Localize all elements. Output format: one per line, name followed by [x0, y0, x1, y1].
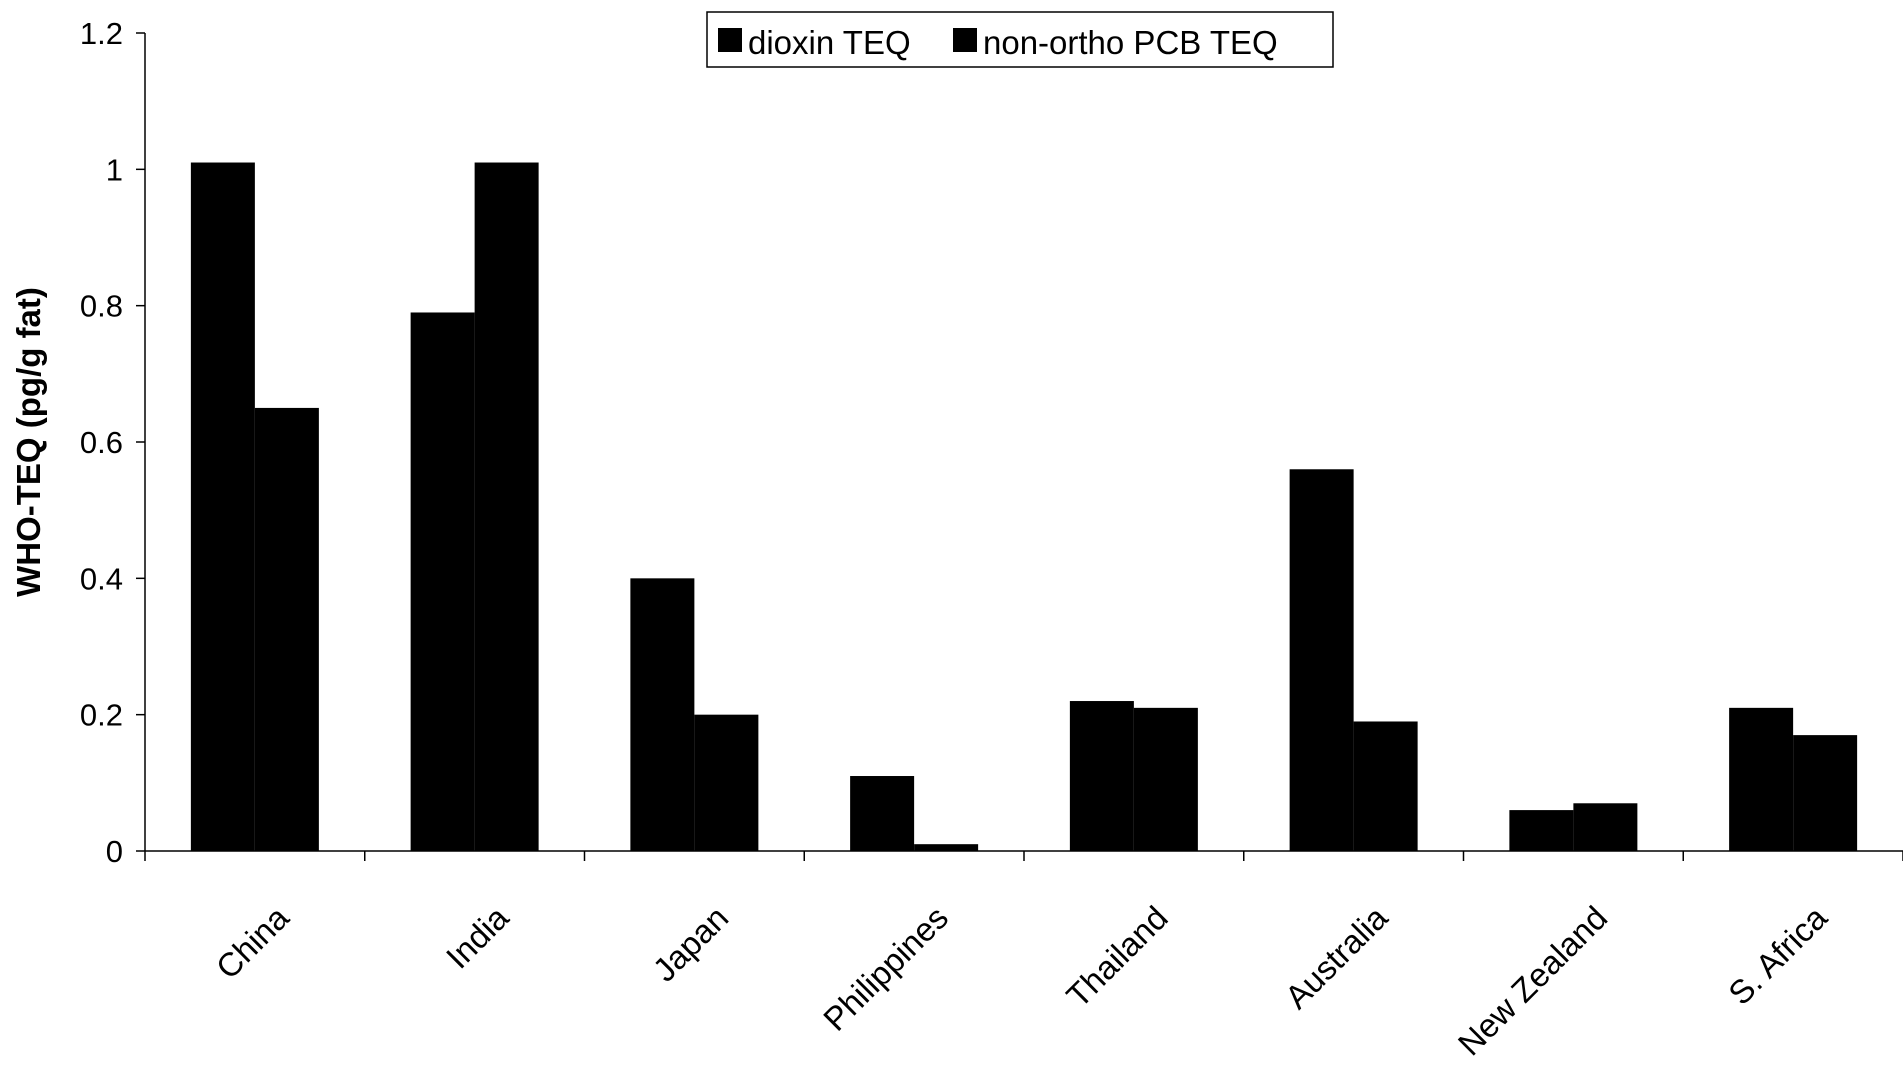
category-label: Japan: [646, 899, 736, 989]
category-label: Thailand: [1059, 899, 1175, 1015]
legend: dioxin TEQ non-ortho PCB TEQ: [706, 11, 1334, 68]
bar-dioxin-australia: [1289, 469, 1354, 851]
bar-dioxin-s-africa: [1729, 707, 1794, 851]
category-labels-group: China India Japan Philippines Thailand Austra…: [209, 898, 1835, 1062]
category-label: India: [439, 898, 516, 975]
y-tick-label: 1.2: [80, 16, 123, 51]
bar-dioxin-philippines: [850, 776, 915, 851]
bar-pcb-japan: [694, 714, 759, 851]
category-label: New Zealand: [1451, 899, 1615, 1063]
legend-swatch: [953, 28, 977, 52]
bar-dioxin-thailand: [1069, 701, 1134, 851]
y-tick-label: 0.8: [80, 289, 123, 324]
y-ticks-group: 0 0.2 0.4 0.6 0.8 1 1.2: [80, 16, 145, 869]
category-label: Australia: [1278, 898, 1395, 1015]
legend-label: non-ortho PCB TEQ: [983, 24, 1278, 61]
bars-group: [190, 162, 1858, 851]
bar-pcb-india: [474, 162, 539, 851]
y-tick-label: 0.2: [80, 698, 123, 733]
bar-pcb-australia: [1353, 721, 1418, 851]
y-axis-title: WHO-TEQ (pg/g fat): [10, 287, 47, 597]
category-label: S. Africa: [1721, 898, 1835, 1012]
bar-pcb-china: [254, 407, 319, 851]
y-tick-label: 1: [106, 152, 123, 187]
bar-pcb-new-zealand: [1573, 803, 1638, 851]
x-ticks-group: [144, 851, 1903, 861]
bar-dioxin-india: [410, 312, 475, 851]
bar-dioxin-japan: [630, 578, 695, 851]
y-tick-label: 0.4: [80, 561, 123, 596]
legend-swatch: [718, 28, 742, 52]
legend-box: [706, 11, 1334, 68]
axes-group: [144, 33, 1903, 852]
bar-pcb-philippines: [914, 844, 979, 851]
y-tick-label: 0: [106, 834, 123, 869]
category-label: Philippines: [816, 899, 955, 1038]
bar-dioxin-china: [190, 162, 255, 851]
bar-pcb-s-africa: [1793, 735, 1858, 851]
bar-dioxin-new-zealand: [1509, 810, 1574, 851]
y-tick-label: 0.6: [80, 425, 123, 460]
bar-pcb-thailand: [1133, 707, 1198, 851]
category-label: China: [209, 898, 297, 986]
legend-label: dioxin TEQ: [748, 24, 911, 61]
